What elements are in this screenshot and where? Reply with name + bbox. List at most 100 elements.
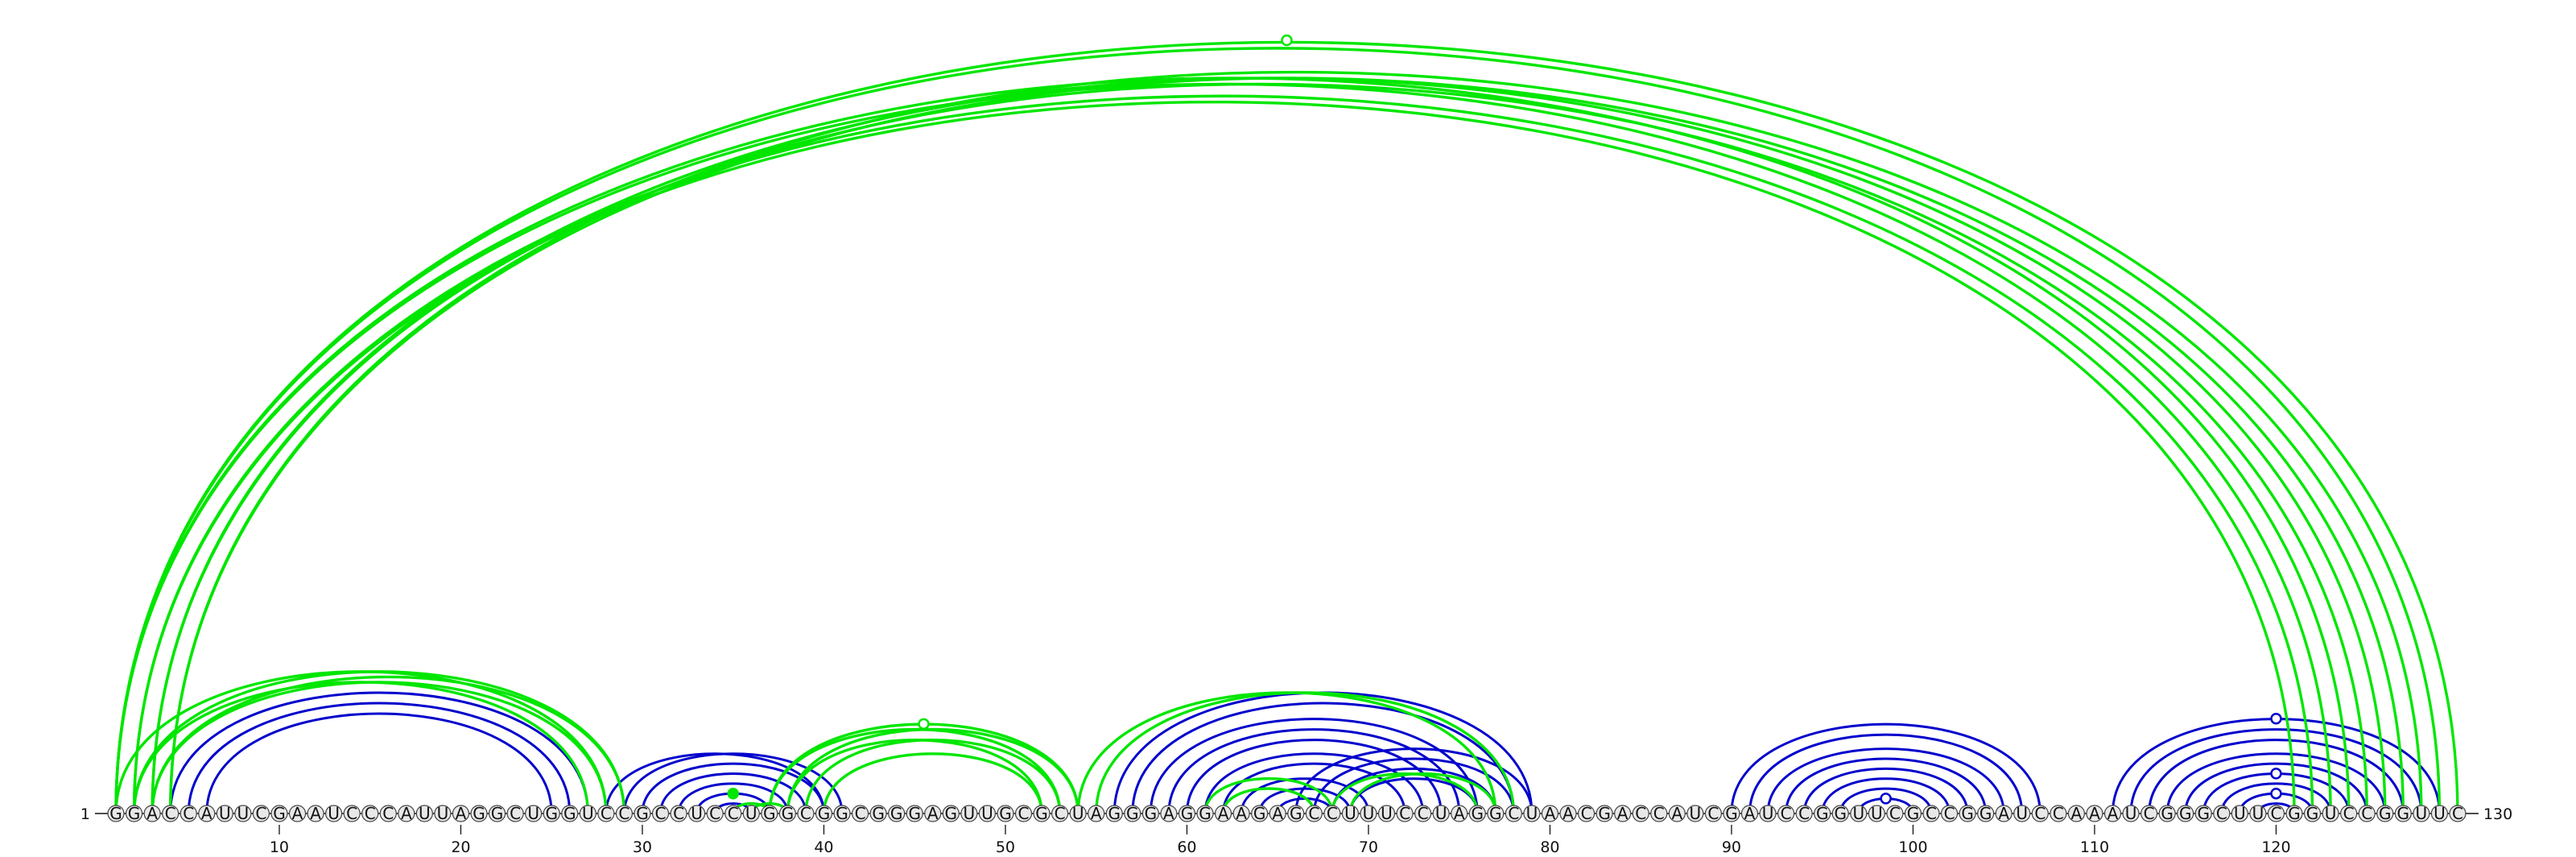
nucleotide: C	[1051, 804, 1069, 823]
nucleotide-letter: U	[437, 804, 449, 823]
nucleotide: G	[906, 804, 923, 823]
nucleotide-circle	[597, 805, 615, 822]
nucleotide-circle	[615, 805, 634, 822]
nucleotide-letter: C	[1581, 804, 1592, 823]
nucleotide-letter: U	[964, 804, 976, 823]
nucleotide-letter: G	[2161, 804, 2174, 823]
nucleotide: C	[2031, 804, 2049, 823]
nucleotide-circle	[706, 805, 724, 822]
nucleotide-letter: C	[1798, 804, 1810, 823]
nucleotide-letter: C	[800, 804, 811, 823]
nucleotide: U	[1759, 804, 1777, 823]
nucleotide: C	[1323, 804, 1341, 823]
nucleotide-letter: C	[655, 804, 667, 823]
blue-base-pair-arc	[1149, 718, 1479, 814]
nucleotide: G	[470, 804, 488, 823]
nucleotide: G	[1723, 804, 1740, 823]
nucleotide-letter: G	[473, 804, 485, 823]
nucleotide: G	[869, 804, 887, 823]
blue-base-pair-arc	[1203, 752, 1425, 814]
nucleotide-letter: C	[1508, 804, 1519, 823]
nucleotide-circle	[1124, 805, 1141, 822]
blue-base-pair-arc	[1294, 747, 1534, 814]
nucleotide: G	[1959, 804, 1976, 823]
nucleotide-circle	[2140, 805, 2158, 822]
green-base-pair-arc	[1221, 787, 1315, 814]
blue-base-pair-arc	[1730, 722, 2041, 814]
nucleotide-circle	[325, 805, 343, 822]
nucleotide-letter: U	[237, 804, 250, 823]
nucleotide-letter: A	[1236, 804, 1247, 823]
nucleotide-circle	[1287, 805, 1305, 822]
nucleotide: U	[1850, 804, 1868, 823]
nucleotide-circle	[1414, 805, 1432, 822]
nucleotide: A	[1214, 804, 1232, 823]
nucleotide-letter: U	[2125, 804, 2137, 823]
nucleotide-circle	[2067, 805, 2085, 822]
nucleotide: U	[216, 804, 233, 823]
nucleotide-letter: A	[456, 804, 467, 823]
tick-label: 110	[2080, 838, 2109, 856]
nucleotide-letter: C	[1707, 804, 1719, 823]
blue-base-pair-arc	[2129, 728, 2423, 814]
nucleotide: C	[1940, 804, 1959, 823]
nucleotide-letter: A	[147, 804, 158, 823]
blue-base-pair-arc	[1240, 777, 1370, 814]
nucleotide-letter: C	[1781, 804, 1792, 823]
nucleotide-circle	[2013, 805, 2031, 822]
nucleotide-letter: C	[2270, 804, 2281, 823]
nucleotide-circle	[1232, 805, 1250, 822]
nucleotide: U	[325, 804, 343, 823]
nucleotide: C	[1505, 804, 1522, 823]
green-base-pair-arc	[114, 47, 2442, 814]
nucleotide: C	[1305, 804, 1323, 823]
nucleotide: C	[1414, 804, 1432, 823]
nucleotide-letter: G	[1181, 804, 1194, 823]
nucleotide: G	[1831, 804, 1849, 823]
nucleotide-circle	[2285, 805, 2303, 822]
nucleotide-letter: G	[945, 804, 958, 823]
nucleotide-letter: C	[2144, 804, 2155, 823]
nucleotide-letter: U	[1871, 804, 1883, 823]
nucleotide-circle	[525, 805, 543, 822]
nucleotide-letter: A	[1454, 804, 1465, 823]
nucleotide: C	[706, 804, 724, 823]
green-base-pair-arc	[768, 722, 1080, 814]
nucleotide-circle	[2430, 805, 2448, 822]
nucleotide-letter: U	[981, 804, 993, 823]
nucleotide: G	[1904, 804, 1922, 823]
nucleotide-letter: C	[510, 804, 521, 823]
nucleotide-circle	[543, 805, 560, 822]
nucleotide: U	[1360, 804, 1377, 823]
nucleotide-letter: C	[1399, 804, 1410, 823]
nucleotide-letter: U	[1762, 804, 1774, 823]
blue-base-pair-arc	[622, 752, 844, 814]
start-position-label: 1	[80, 805, 90, 823]
nucleotide-circle	[470, 805, 488, 822]
blue-base-pair-arc	[2184, 762, 2368, 814]
nucleotide: C	[2050, 804, 2067, 823]
nucleotide-circle	[1759, 805, 1777, 822]
nucleotide-letter: A	[310, 804, 321, 823]
nucleotide-circle	[579, 805, 597, 822]
nucleotide-letter: U	[2434, 804, 2446, 823]
nucleotide-letter: C	[2053, 804, 2064, 823]
green-base-pair-arc	[168, 71, 2423, 814]
nucleotide: G	[997, 804, 1014, 823]
nucleotide: G	[1124, 804, 1141, 823]
blue-base-pair-arc	[2165, 752, 2387, 814]
nucleotide-circle	[198, 805, 216, 822]
tick-label: 120	[2261, 838, 2290, 856]
nucleotide: G	[1468, 804, 1486, 823]
nucleotide: C	[2340, 804, 2358, 823]
nucleotide: C	[651, 804, 670, 823]
nucleotide-circle	[434, 805, 452, 822]
nucleotide-circle	[742, 805, 760, 822]
nucleotide-circle	[1069, 805, 1087, 822]
nucleotide-circle	[1686, 805, 1704, 822]
nucleotide: U	[1377, 804, 1396, 823]
nucleotide: C	[670, 804, 687, 823]
tick-label: 100	[1898, 838, 1927, 856]
blue-base-pair-arc	[187, 702, 572, 814]
nucleotide-circle	[307, 805, 324, 822]
